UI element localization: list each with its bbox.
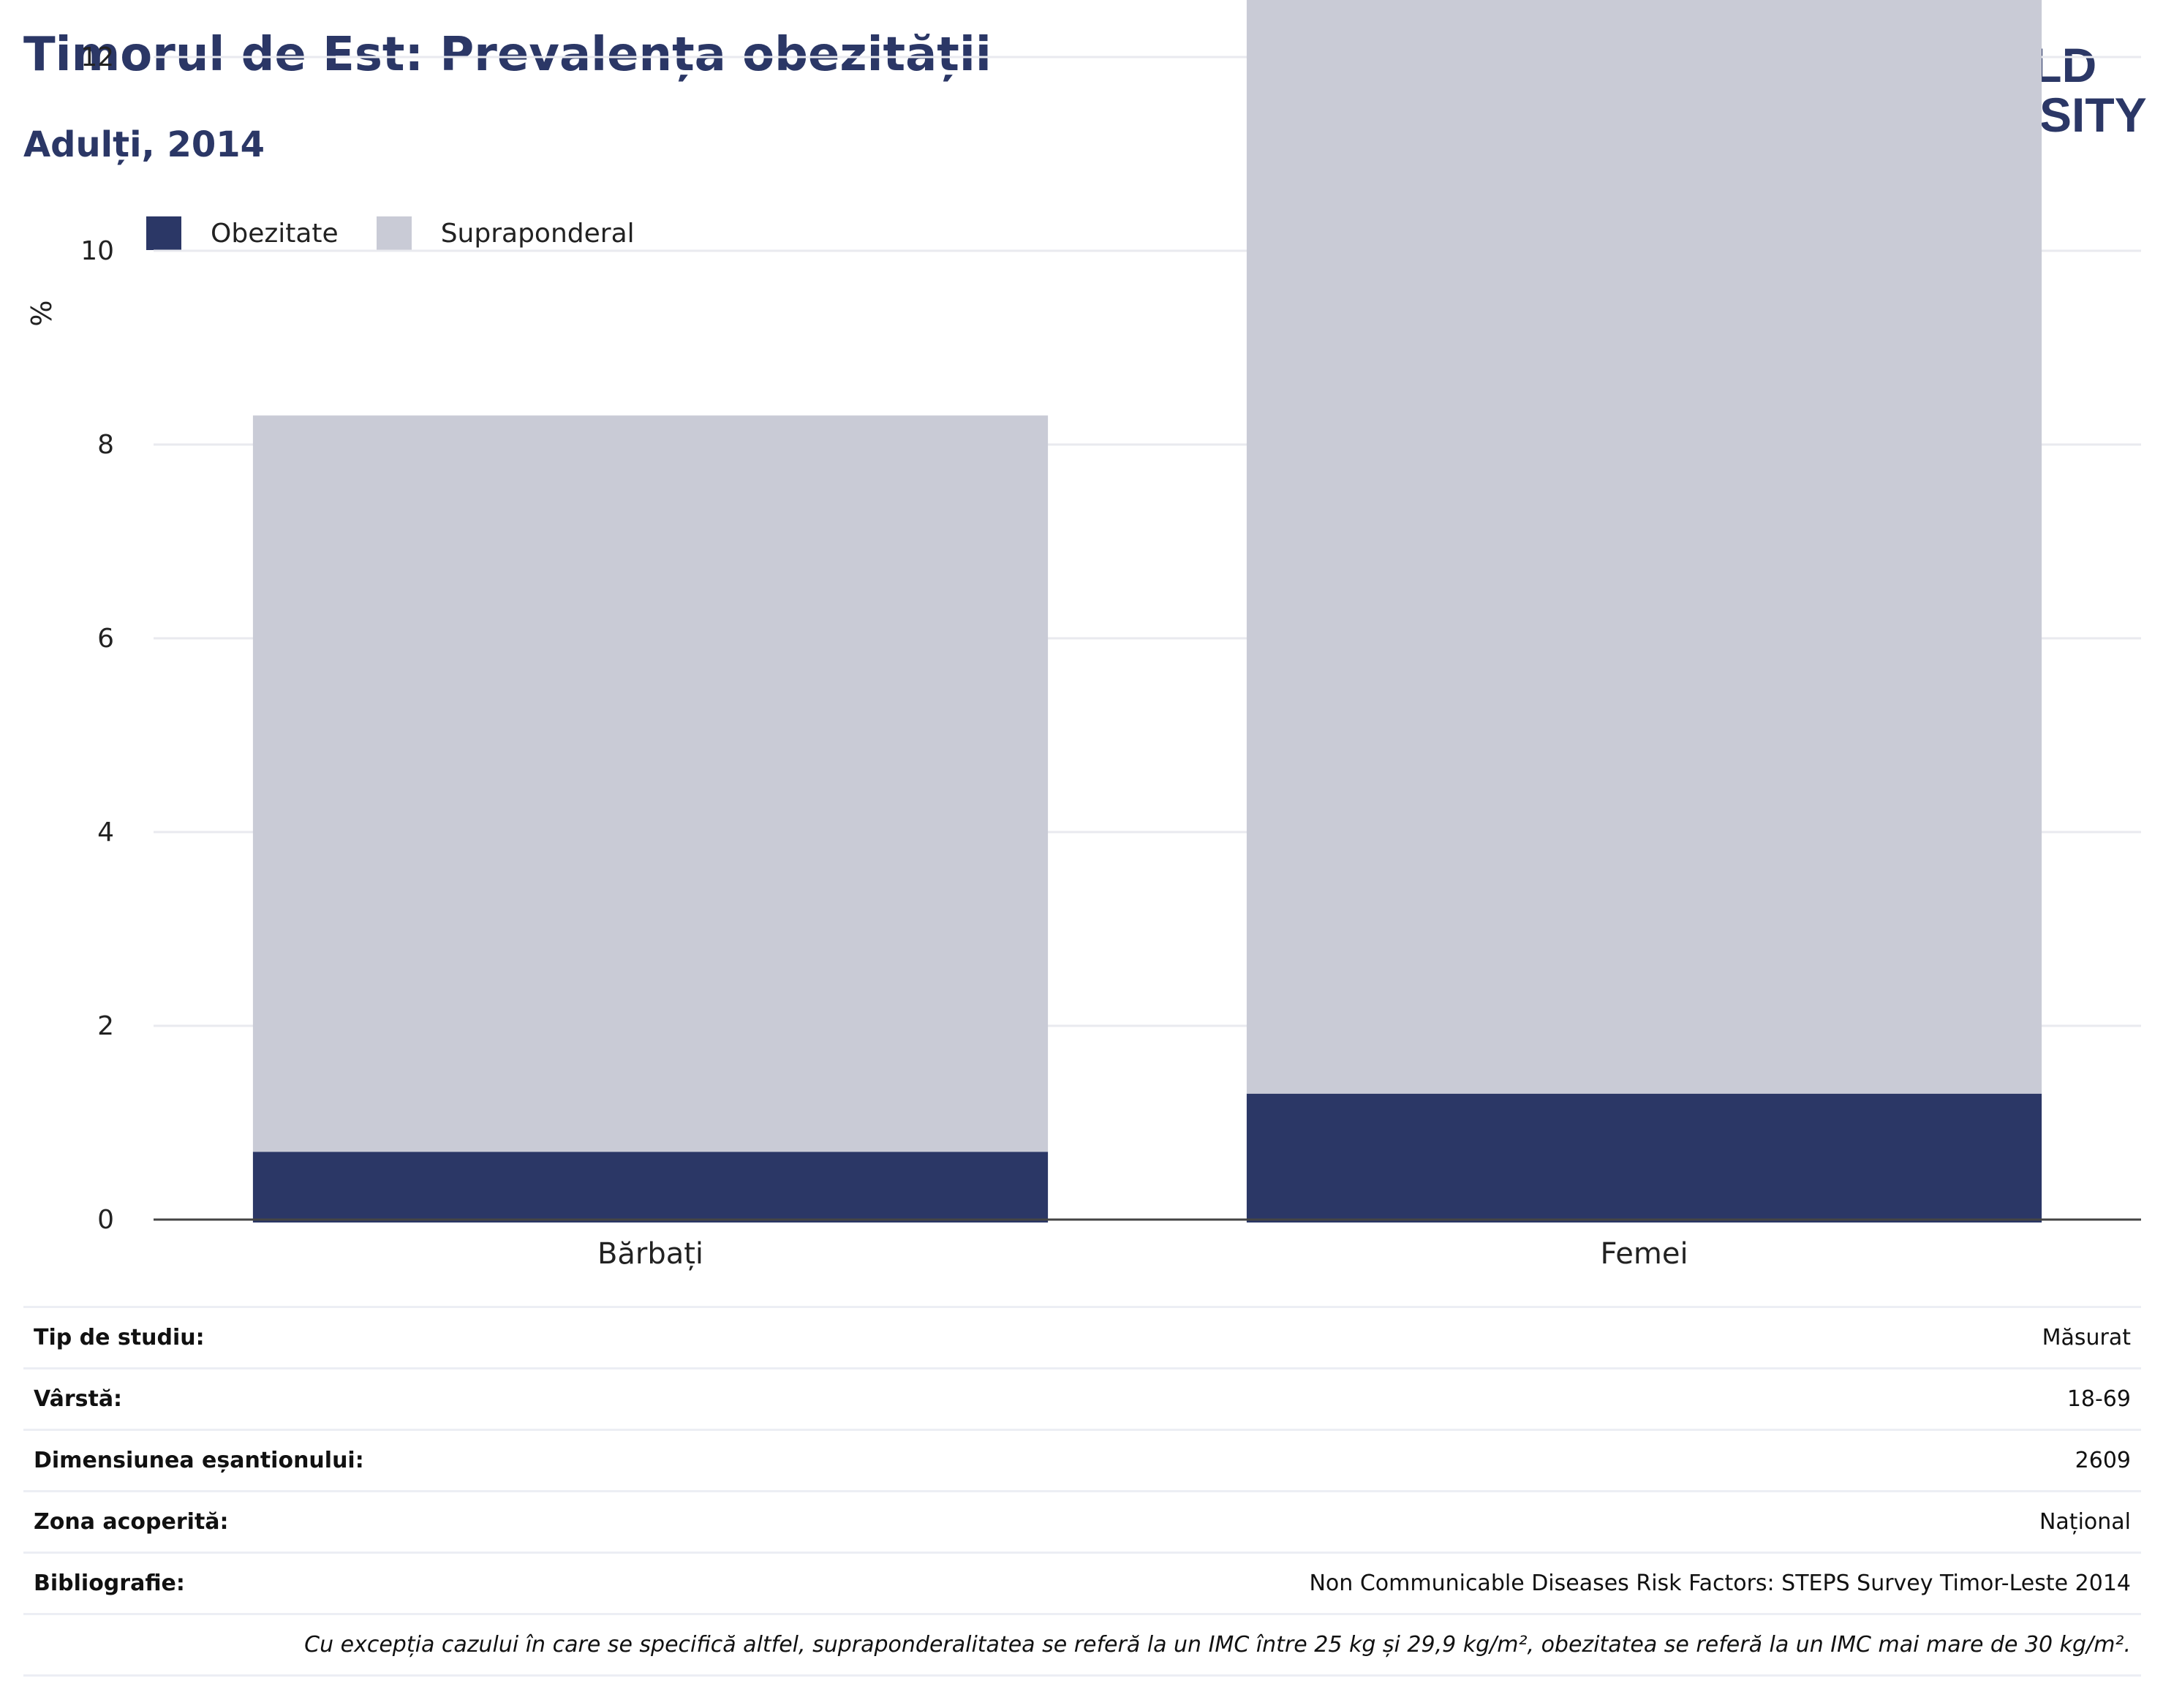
info-value: 2609	[646, 1429, 2141, 1492]
legend-label-obesity: Obezitate	[211, 218, 339, 249]
legend-item-obesity[interactable]: Obezitate	[146, 216, 339, 250]
y-tick-label: 12	[80, 42, 114, 72]
table-row: Dimensiunea eșantionului: 2609	[23, 1429, 2141, 1492]
table-row: Cu excepția cazului în care se specifică…	[23, 1613, 2141, 1677]
info-value: Măsurat	[646, 1306, 2141, 1369]
table-row: Vârstă: 18-69	[23, 1367, 2141, 1430]
chart-legend: Obezitate Supraponderal	[146, 216, 673, 250]
legend-label-overweight: Supraponderal	[440, 218, 635, 249]
table-row: Zona acoperită: Național	[23, 1490, 2141, 1553]
y-tick-label: 8	[97, 430, 114, 460]
y-tick-label: 10	[80, 236, 114, 266]
info-label: Zona acoperită:	[23, 1490, 646, 1553]
bar-overweight-men	[252, 415, 1049, 1152]
table-row: Bibliografie: Non Communicable Diseases …	[23, 1552, 2141, 1614]
info-value: Național	[646, 1490, 2141, 1553]
info-label: Dimensiunea eșantionului:	[23, 1429, 646, 1492]
x-tick-label: Bărbați	[597, 1237, 703, 1271]
definition-note: Cu excepția cazului în care se specifică…	[23, 1613, 2141, 1677]
y-tick-label: 4	[97, 817, 114, 847]
info-value: Non Communicable Diseases Risk Factors: …	[646, 1552, 2141, 1614]
bar-obesity-men	[252, 1152, 1049, 1223]
bar-overweight-women	[1246, 0, 2042, 1094]
chart-title: Timorul de Est: Prevalența obezității	[23, 28, 992, 82]
info-label: Vârstă:	[23, 1367, 646, 1430]
y-tick-label: 0	[97, 1205, 114, 1235]
chart-subtitle: Adulți, 2014	[23, 124, 265, 165]
info-label: Bibliografie:	[23, 1552, 646, 1614]
legend-swatch-obesity	[146, 216, 181, 250]
legend-swatch-overweight	[376, 216, 412, 250]
x-tick-label: Femei	[1600, 1237, 1688, 1271]
info-value: 18-69	[646, 1367, 2141, 1430]
y-tick-label: 2	[97, 1011, 114, 1041]
info-label: Tip de studiu:	[23, 1306, 646, 1369]
legend-item-overweight[interactable]: Supraponderal	[376, 216, 635, 250]
y-axis-label: %	[26, 301, 58, 327]
bar-obesity-women	[1246, 1093, 2042, 1223]
table-row: Tip de studiu: Măsurat	[23, 1306, 2141, 1369]
y-tick-label: 6	[97, 624, 114, 654]
survey-info-table: Tip de studiu: Măsurat Vârstă: 18-69 Dim…	[23, 1306, 2141, 1677]
